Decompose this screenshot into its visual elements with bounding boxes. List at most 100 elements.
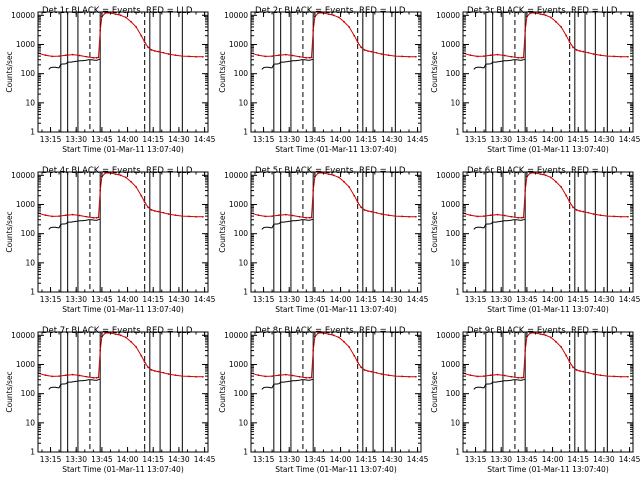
lld-point — [150, 369, 153, 371]
x-tick-label: 14:30 — [168, 295, 190, 304]
lld-point — [367, 370, 369, 372]
lld-point — [114, 173, 117, 176]
lld-point — [332, 14, 335, 17]
lld-point — [348, 26, 351, 28]
lld-point — [154, 370, 156, 372]
lld-point — [370, 210, 373, 213]
lld-point — [363, 209, 366, 211]
x-tick-label: 14:00 — [330, 295, 352, 304]
y-tick-label: 10000 — [436, 11, 460, 20]
lld-point — [71, 373, 74, 376]
lld-point — [44, 374, 47, 377]
lld-point — [529, 12, 532, 14]
lld-point — [522, 216, 525, 219]
lld-point — [613, 375, 616, 378]
panel-title: Det 4r BLACK = Events, RED = LLD — [42, 166, 193, 176]
lld-point — [363, 369, 366, 371]
lld-point — [549, 336, 552, 339]
lld-point — [174, 214, 177, 217]
lld-point — [356, 201, 359, 204]
lld-point — [97, 376, 100, 379]
plot-frame — [250, 331, 422, 453]
lld-point — [572, 206, 575, 209]
x-tick-label: 13:30 — [65, 455, 87, 464]
x-tick-label: 14:00 — [330, 135, 352, 144]
lld-point — [95, 376, 98, 379]
panel-title: Det 7r BLACK = Events, RED = LLD — [42, 326, 193, 336]
lld-point — [65, 374, 67, 377]
lld-point — [380, 213, 383, 215]
plot-frame — [462, 331, 634, 453]
lld-series — [251, 332, 416, 379]
x-tick-label: 14:00 — [117, 455, 139, 464]
lld-point — [360, 366, 363, 369]
lld-point — [510, 375, 513, 378]
lld-point — [529, 172, 532, 174]
detector-panel-7: 1 10 100 1000 10000 13:15 13:30 13:45 14:00 14:15… — [5, 326, 216, 474]
x-tick-label: 13:30 — [490, 455, 512, 464]
y-tick-label: 10 — [238, 418, 248, 427]
lld-point — [587, 51, 590, 54]
x-tick-label: 14:30 — [381, 135, 403, 144]
y-axis-label: Counts/sec — [218, 51, 227, 92]
x-axis-label: Start Time (01-Mar-11 13:07:40) — [487, 465, 609, 474]
lld-point — [195, 55, 197, 58]
lld-point — [140, 34, 143, 37]
lld-point — [539, 13, 542, 16]
lld-point — [582, 370, 585, 373]
lld-point — [414, 55, 417, 58]
lld-point — [414, 375, 417, 378]
lld-point — [201, 215, 204, 218]
lld-point — [162, 371, 165, 374]
lld-point — [157, 50, 160, 53]
lld-point — [343, 340, 345, 343]
lld-point — [271, 215, 274, 218]
y-tick-label: 10000 — [224, 331, 248, 340]
lld-point — [99, 29, 102, 32]
x-tick-label: 14:45 — [619, 135, 640, 144]
y-tick-label: 10000 — [11, 331, 35, 340]
y-tick-label: 100 — [446, 389, 461, 398]
lld-point — [58, 55, 61, 58]
y-tick-label: 100 — [446, 229, 461, 238]
y-tick-label: 1 — [243, 448, 248, 457]
x-axis-label: Start Time (01-Mar-11 13:07:40) — [62, 465, 184, 474]
y-tick-label: 100 — [21, 389, 36, 398]
lld-point — [143, 41, 146, 44]
lld-point — [278, 374, 280, 377]
plot-frame — [462, 11, 634, 133]
lld-point — [85, 375, 88, 378]
x-axis-label: Start Time (01-Mar-11 13:07:40) — [487, 145, 609, 154]
lld-point — [524, 349, 527, 352]
y-tick-label: 1000 — [441, 360, 460, 369]
x-tick-label: 13:30 — [65, 295, 87, 304]
lld-point — [78, 54, 81, 57]
x-tick-label: 13:30 — [278, 295, 300, 304]
x-tick-label: 14:15 — [567, 135, 589, 144]
lld-point — [483, 55, 486, 58]
lld-point — [606, 375, 609, 378]
lld-point — [520, 216, 523, 219]
lld-point — [317, 172, 320, 174]
panel-title: Det 1r BLACK = Events, RED = LLD — [42, 6, 193, 16]
lld-point — [575, 49, 578, 51]
y-tick-label: 1 — [30, 288, 35, 297]
lld-point — [560, 346, 563, 348]
x-tick-label: 13:15 — [253, 135, 275, 144]
lld-point — [143, 361, 146, 364]
lld-point — [606, 215, 609, 218]
lld-point — [414, 215, 417, 218]
x-tick-label: 14:00 — [542, 455, 564, 464]
lld-point — [150, 49, 153, 51]
y-tick-label: 1000 — [16, 360, 35, 369]
events-series — [473, 378, 526, 390]
lld-point — [620, 215, 622, 218]
y-tick-label: 10000 — [11, 171, 35, 180]
lld-point — [310, 56, 313, 59]
lld-point — [298, 55, 301, 58]
lld-point — [517, 216, 520, 219]
y-axis-label: Counts/sec — [218, 371, 227, 412]
lld-point — [469, 54, 472, 57]
lld-point — [348, 186, 351, 188]
detector-panel-9: 1 10 100 1000 10000 13:15 13:30 13:45 14:00 14:15… — [430, 326, 640, 474]
